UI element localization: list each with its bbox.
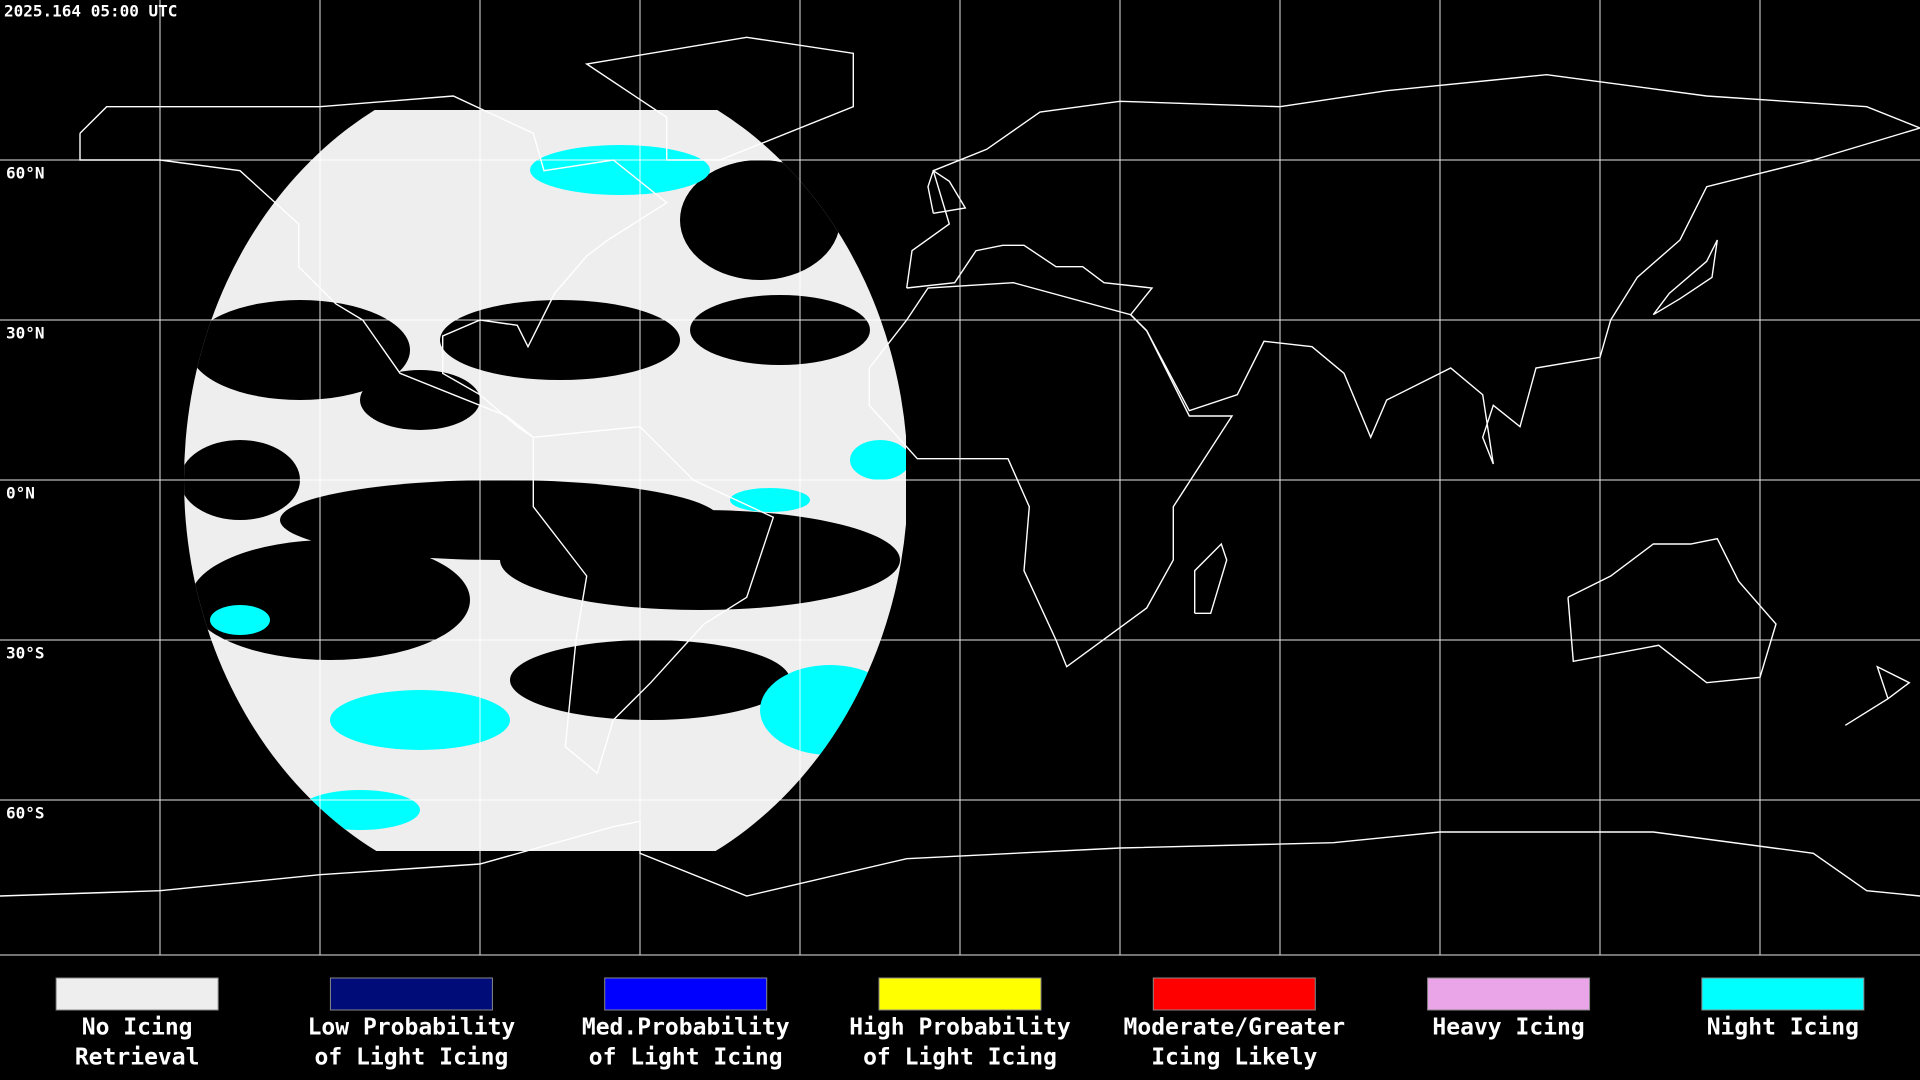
night-icing-area	[530, 145, 710, 195]
legend-label: Med.Probability	[582, 1015, 790, 1041]
coastlines	[0, 36, 1920, 897]
coastline	[0, 820, 1920, 897]
legend-label: Night Icing	[1707, 1015, 1859, 1041]
legend-label: of Light Icing	[863, 1045, 1057, 1071]
clear-area	[190, 540, 470, 660]
legend: No Icing Retrieval Low Probability of Light…	[55, 977, 1865, 1071]
legend-label: Icing Likely	[1151, 1045, 1317, 1071]
latitude-label: 30°S	[6, 644, 45, 663]
latitude-label: 0°N	[6, 484, 35, 503]
night-icing-area	[210, 605, 270, 635]
clear-area	[190, 300, 410, 400]
legend-swatch	[878, 977, 1042, 1011]
legend-swatch	[1701, 977, 1865, 1011]
coastline	[1567, 537, 1777, 684]
coastline	[79, 95, 668, 438]
clear-area	[500, 510, 900, 610]
legend-label: of Light Icing	[314, 1045, 508, 1071]
legend-swatch	[604, 977, 768, 1011]
legend-swatch	[1152, 977, 1316, 1011]
latitude-label: 60°N	[6, 164, 45, 183]
legend-label: Retrieval	[75, 1045, 200, 1071]
coastline	[906, 73, 1920, 465]
clear-area	[690, 295, 870, 365]
legend-swatch	[329, 977, 493, 1011]
night-icing-area	[330, 690, 510, 750]
graticule	[0, 0, 1920, 956]
timestamp: 2025.164 05:00 UTC	[4, 2, 177, 21]
clear-area	[510, 640, 790, 720]
coastline	[868, 281, 1234, 668]
latitude-label: 30°N	[6, 324, 45, 343]
legend-label: Heavy Icing	[1432, 1015, 1584, 1041]
clear-area	[360, 370, 480, 430]
legend-label: of Light Icing	[589, 1045, 783, 1071]
coastline	[532, 425, 775, 775]
latitude-label: 60°S	[6, 804, 45, 823]
legend-label: Moderate/Greater	[1124, 1015, 1346, 1041]
legend-swatch	[1427, 977, 1591, 1011]
coastline	[1844, 665, 1911, 726]
legend-label: Low Probability	[308, 1015, 516, 1041]
coastline	[1652, 239, 1718, 316]
night-icing-area	[730, 488, 810, 512]
night-icing-area	[850, 440, 906, 480]
coastline	[1193, 542, 1228, 614]
legend-label: No Icing	[82, 1015, 193, 1041]
legend-label: High Probability	[849, 1015, 1071, 1041]
legend-swatch	[55, 977, 219, 1011]
clear-area	[440, 300, 680, 380]
